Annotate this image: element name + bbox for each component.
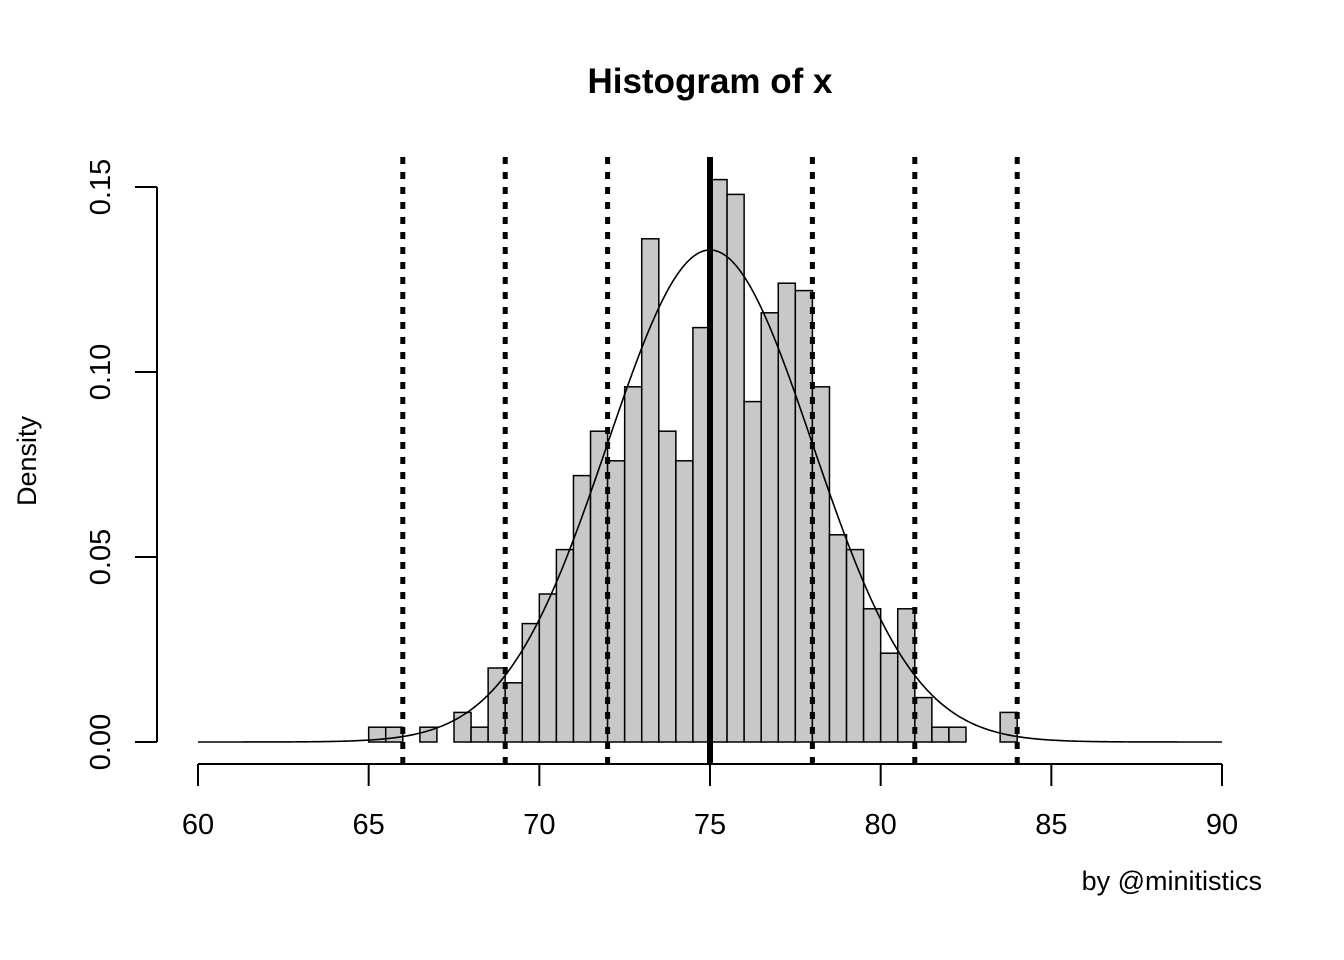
histogram-bar bbox=[658, 430, 677, 743]
x-tick-label: 75 bbox=[694, 809, 726, 841]
y-tick-label: 0.10 bbox=[85, 344, 117, 400]
x-tick-label: 80 bbox=[865, 809, 897, 841]
histogram-bar bbox=[879, 652, 899, 743]
x-tick-label: 70 bbox=[523, 809, 555, 841]
histogram-bar bbox=[914, 696, 933, 743]
x-tick-label: 85 bbox=[1035, 809, 1067, 841]
chart-title: Histogram of x bbox=[587, 62, 833, 101]
histogram-bar bbox=[743, 400, 762, 743]
histogram-bar bbox=[931, 726, 950, 743]
caption: by @minitistics bbox=[1082, 866, 1262, 896]
histogram-bar bbox=[538, 593, 558, 743]
histogram-bar bbox=[726, 193, 745, 743]
reference-lines bbox=[400, 157, 1020, 765]
x-axis: 60 65 70 75 80 85 90 bbox=[182, 763, 1238, 841]
histogram-bar bbox=[794, 289, 814, 743]
histogram-bar bbox=[384, 726, 404, 743]
histogram-bar bbox=[470, 726, 489, 743]
histogram-bar bbox=[675, 460, 694, 743]
histogram-bar bbox=[999, 711, 1018, 743]
histogram-bar bbox=[504, 682, 524, 743]
x-tick-label: 90 bbox=[1206, 809, 1238, 841]
histogram-bar bbox=[948, 726, 967, 743]
x-tick-label: 65 bbox=[353, 809, 385, 841]
histogram-bar bbox=[760, 312, 780, 743]
histogram-bar bbox=[828, 534, 848, 743]
histogram-bar bbox=[896, 608, 916, 743]
histogram-bar bbox=[589, 430, 609, 743]
histogram-bar bbox=[606, 460, 626, 743]
x-tick-label: 60 bbox=[182, 809, 214, 841]
y-tick-label: 0.05 bbox=[85, 529, 117, 585]
y-axis: 0.00 0.05 0.10 0.15 bbox=[85, 159, 158, 770]
histogram-bar bbox=[623, 386, 643, 743]
histogram-bar bbox=[862, 608, 882, 743]
histogram-bar bbox=[777, 282, 797, 743]
y-axis-label: Density bbox=[12, 415, 42, 506]
histogram-bar bbox=[555, 548, 575, 743]
histogram-bars bbox=[367, 178, 1018, 743]
histogram-bar bbox=[845, 548, 865, 743]
histogram-bar bbox=[419, 726, 438, 743]
y-tick-label: 0.00 bbox=[85, 714, 117, 770]
histogram-bar bbox=[453, 711, 472, 743]
histogram-bar bbox=[811, 386, 831, 743]
y-tick-label: 0.15 bbox=[85, 159, 117, 215]
histogram-bar bbox=[521, 622, 541, 743]
